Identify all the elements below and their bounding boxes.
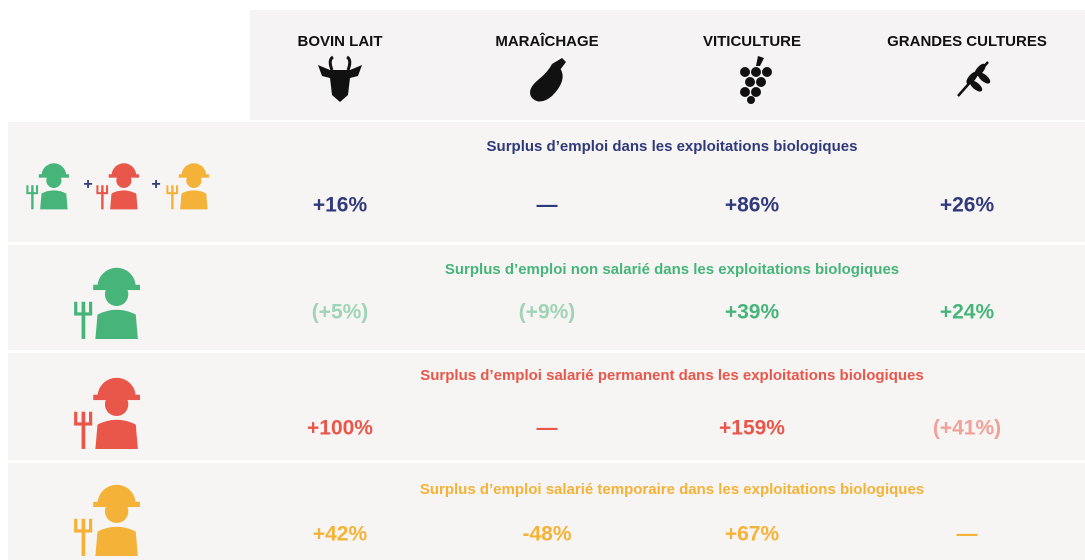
column-header: GRANDES CULTURES [887,33,1047,50]
value: — [957,523,978,546]
value: -48% [522,523,571,546]
value: +16% [313,194,368,217]
value: +42% [313,523,368,546]
value: +86% [725,194,780,217]
row-bg [8,353,1085,460]
row-title: Surplus d’emploi salarié temporaire dans… [420,481,924,498]
cow-icon [318,55,362,102]
wheat-icon [957,61,991,97]
value: +26% [940,194,995,217]
eggplant-icon [530,58,566,102]
column-header: VITICULTURE [703,33,801,50]
value: +24% [940,301,995,324]
value: (+5%) [312,301,369,324]
row-title: Surplus d’emploi dans les exploitations … [487,138,858,155]
row-bg [8,463,1085,560]
grapes-icon [740,56,772,104]
column-header: MARAÎCHAGE [495,32,598,50]
row-bg [8,245,1085,350]
value: +100% [307,417,373,440]
plus-sign: + [83,176,92,193]
value: — [537,194,558,217]
header-bg [250,10,1085,120]
value: +67% [725,523,780,546]
row-title: Surplus d’emploi non salarié dans les ex… [445,261,899,278]
value: (+41%) [933,417,1001,440]
plus-sign: + [151,176,160,193]
value: — [537,417,558,440]
row-title: Surplus d’emploi salarié permanent dans … [420,367,923,384]
column-header: BOVIN LAIT [298,33,383,50]
value: (+9%) [519,301,576,324]
value: +159% [719,417,785,440]
value: +39% [725,301,780,324]
